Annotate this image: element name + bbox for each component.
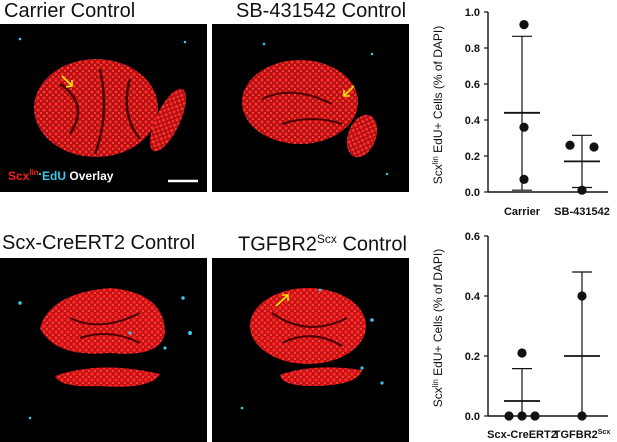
x-category-label: Scx-CreERT2 [487, 429, 557, 441]
y-tick-label: 0.2 [465, 151, 480, 163]
chart-bottom: Scxlin EdU+ Cells (% of DAPI) 0.0 0.2 0.4 0… [431, 231, 611, 441]
data-point [517, 348, 527, 358]
tissue-section [40, 288, 165, 354]
carrier-control-title: Carrier Control [4, 0, 136, 22]
data-point [577, 411, 587, 421]
y-tick-label: 0.8 [465, 43, 480, 55]
arrow-icon [275, 294, 289, 307]
scx-creert2-control-title: Scx-CreERT2 Control [2, 232, 196, 254]
x-category-label: Carrier [504, 206, 541, 218]
legend-scx: Scxlin [8, 168, 39, 183]
tissue-section [34, 59, 158, 157]
data-point [519, 20, 529, 30]
data-point [565, 140, 575, 150]
legend-edu: EdU [42, 169, 67, 183]
y-tick-label: 0.4 [465, 291, 481, 303]
x-category-label: SB-431542 [554, 206, 610, 218]
y-axis-label: Scxlin EdU+ Cells (% of DAPI) [431, 249, 445, 407]
y-tick-label: 1.0 [465, 7, 480, 19]
data-point [530, 411, 540, 421]
channel-legend: Scxlin EdU Overlay [8, 168, 113, 183]
y-axis-label: Scxlin EdU+ Cells (% of DAPI) [431, 26, 445, 184]
carrier-micrograph [0, 24, 207, 192]
data-point [519, 122, 529, 132]
y-tick-label: 0.4 [465, 115, 481, 127]
sb-micrograph [212, 24, 409, 192]
data-point [577, 291, 587, 301]
arrow-icon [61, 75, 73, 88]
tgfbr2-micrograph [212, 258, 409, 442]
legend-overlay: Overlay [69, 169, 114, 183]
y-tick-label: 0.6 [465, 79, 480, 91]
y-tick-label: 0.2 [465, 351, 480, 363]
data-point [519, 174, 529, 184]
data-point [517, 411, 527, 421]
data-point [589, 142, 599, 152]
y-tick-label: 0.6 [465, 231, 480, 243]
sb-control-title: SB-431542 Control [236, 0, 407, 22]
y-tick-label: 0.0 [465, 411, 480, 423]
x-category-label: TGFBR2Scx [554, 429, 611, 441]
tgfbr2-title-tail: Control [336, 233, 407, 256]
data-point [504, 411, 514, 421]
scx-creert2-micrograph [0, 258, 207, 442]
tissue-section [242, 60, 358, 144]
tgfbr2-control-title: TGFBR2Scx Control [238, 232, 407, 257]
tgfbr2-title-main: TGFBR2 [238, 233, 317, 256]
chart-top: Scxlin EdU+ Cells (% of DAPI) 0.0 0.2 0.4 0… [431, 7, 610, 218]
y-tick-label: 0.0 [465, 187, 480, 199]
tgfbr2-title-sup: Scx [316, 232, 337, 246]
arrow-icon [343, 85, 355, 97]
data-point [577, 185, 587, 195]
